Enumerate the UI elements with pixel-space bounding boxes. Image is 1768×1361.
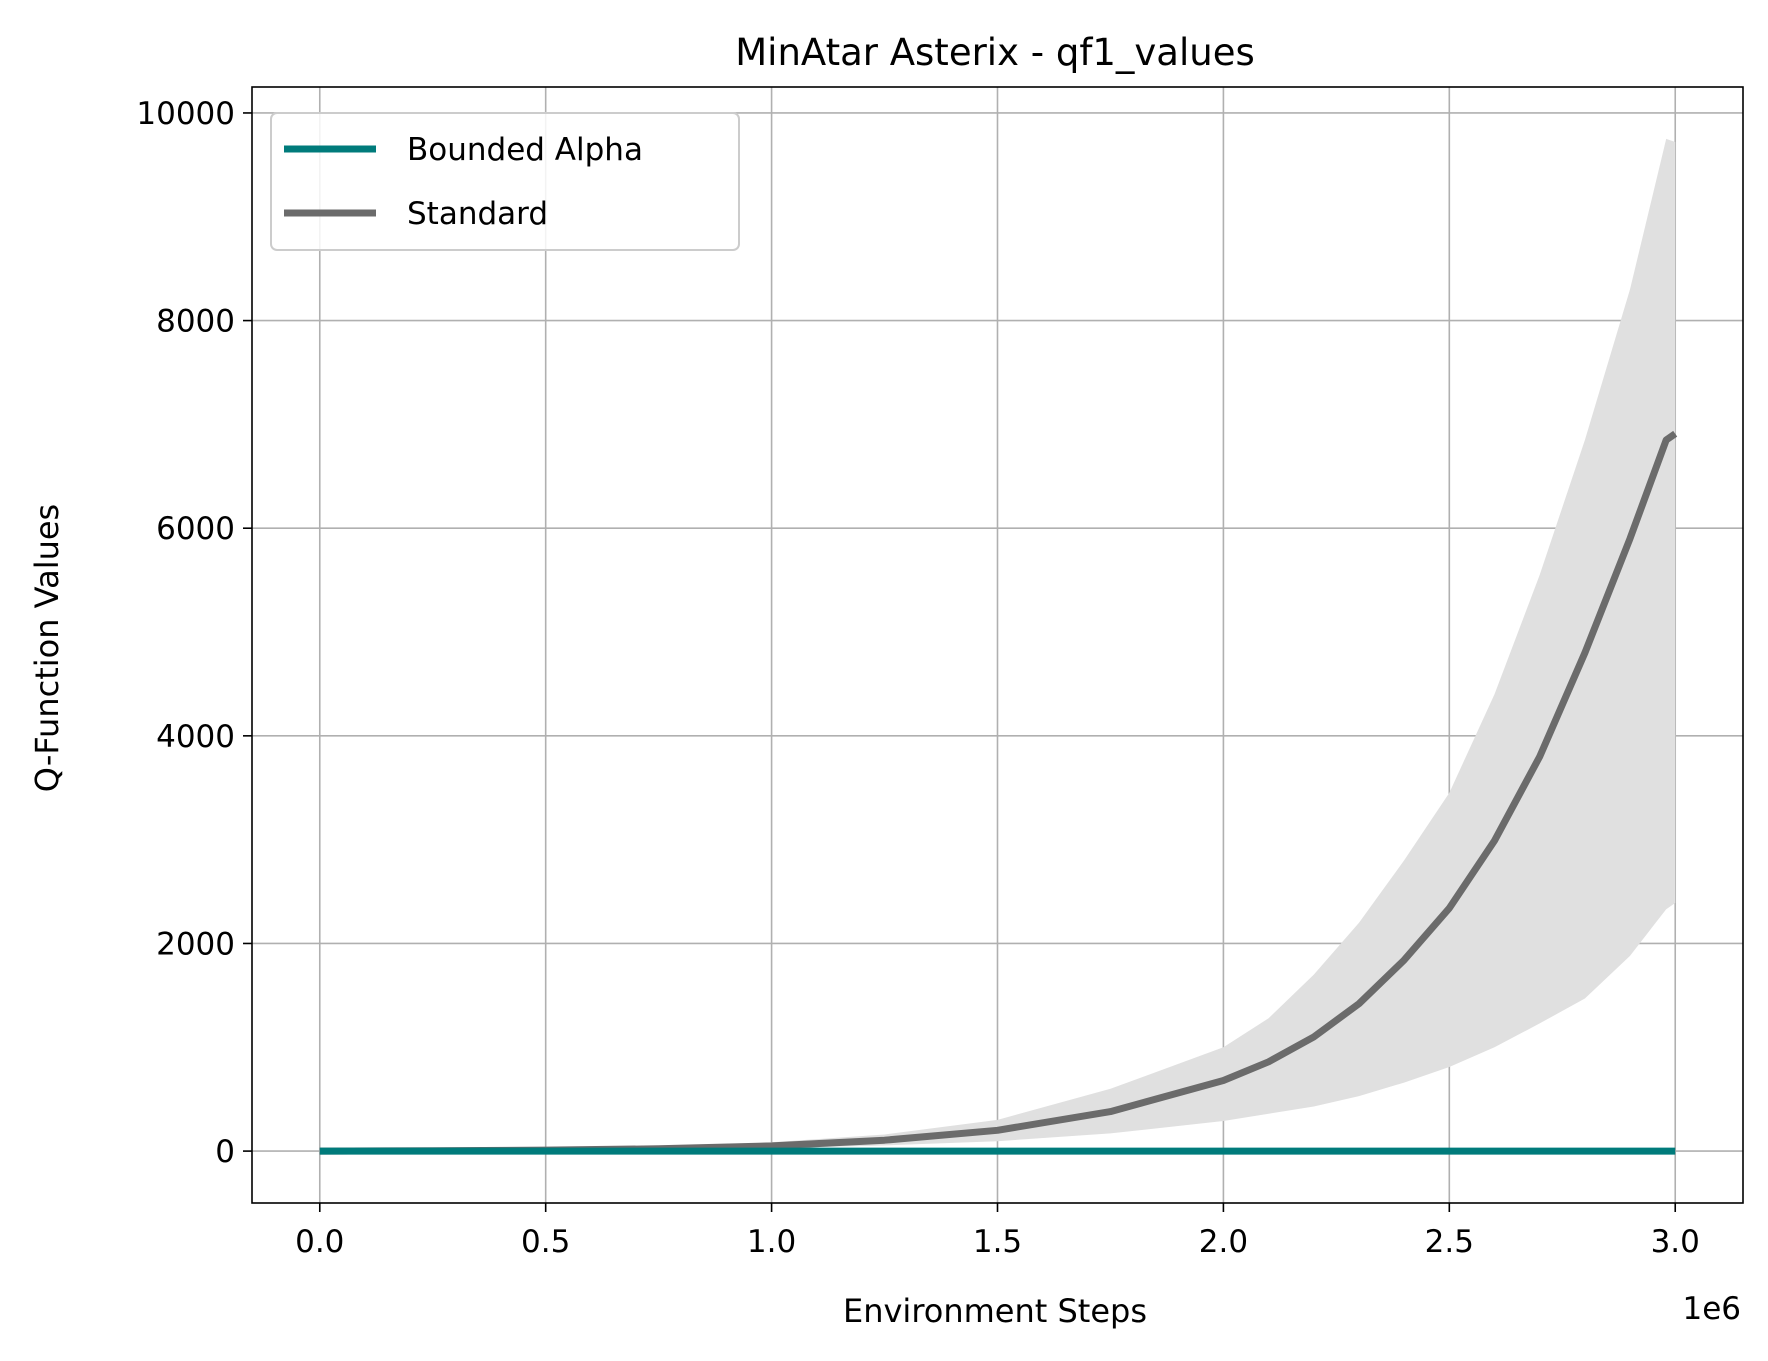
x-tick-label: 1.0 bbox=[747, 1224, 796, 1260]
legend: Bounded Alpha Standard bbox=[270, 112, 740, 251]
y-tick-label: 2000 bbox=[156, 926, 235, 962]
x-tick-label: 2.0 bbox=[1199, 1224, 1248, 1260]
x-tick-label: 0.0 bbox=[295, 1224, 344, 1260]
axis-ticks: 0.0 0.5 1.0 1.5 2.0 2.5 3.0 0 2000 4000 6000 8000 10… bbox=[136, 96, 1700, 1260]
y-tick-label: 8000 bbox=[156, 304, 235, 340]
x-tick-label: 2.5 bbox=[1425, 1224, 1474, 1260]
y-tick-label: 6000 bbox=[156, 511, 235, 547]
x-tick-label: 0.5 bbox=[521, 1224, 570, 1260]
y-tick-label: 0 bbox=[215, 1134, 235, 1170]
y-axis-title: Q-Function Values bbox=[28, 504, 66, 792]
chart-title: MinAtar Asterix - qf1_values bbox=[735, 31, 1254, 74]
x-tick-label: 3.0 bbox=[1651, 1224, 1700, 1260]
series-lines bbox=[319, 430, 1678, 1155]
x-tick-label: 1.5 bbox=[973, 1224, 1022, 1260]
legend-label-bounded-alpha: Bounded Alpha bbox=[407, 132, 643, 168]
y-tick-label: 10000 bbox=[136, 96, 235, 132]
legend-label-standard: Standard bbox=[407, 196, 548, 232]
x-axis-title: Environment Steps bbox=[843, 1292, 1147, 1330]
x-axis-offset-label: 1e6 bbox=[1682, 1291, 1741, 1327]
y-tick-label: 4000 bbox=[156, 719, 235, 755]
